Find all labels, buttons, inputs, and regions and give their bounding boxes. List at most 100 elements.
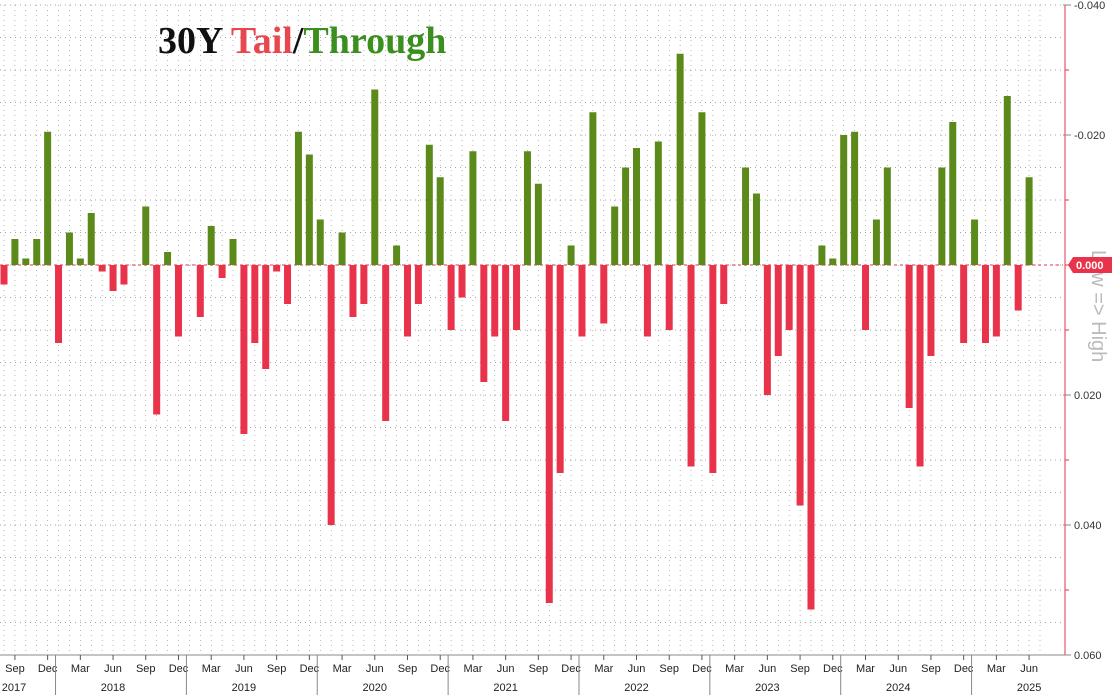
bar-2020-05: [360, 265, 368, 304]
bar-2018-01: [55, 265, 63, 343]
last-value-marker: 0.000: [1068, 257, 1112, 273]
x-year-label: 2023: [755, 682, 779, 694]
x-year-label: 2020: [363, 682, 387, 694]
x-month-label: Dec: [300, 663, 320, 675]
bar-2018-11: [164, 252, 172, 265]
bar-2019-09: [273, 265, 281, 272]
x-month-label: Sep: [136, 663, 156, 675]
x-month-label: Jun: [889, 663, 907, 675]
bar-2021-06: [502, 265, 510, 421]
x-month-label: Sep: [5, 663, 25, 675]
x-month-label: Dec: [692, 663, 712, 675]
x-month-label: Dec: [823, 663, 843, 675]
bar-2021-04: [480, 265, 488, 382]
x-month-label: Mar: [202, 663, 221, 675]
y-tick-label: -0.020: [1074, 130, 1105, 142]
title-part-3: Through: [303, 20, 446, 62]
bar-2023-09: [796, 265, 804, 506]
bar-2022-02: [589, 112, 597, 265]
bar-2019-08: [262, 265, 270, 369]
x-year-label: 2019: [232, 682, 256, 694]
bar-2025-01: [971, 219, 979, 265]
bar-2017-08: [0, 265, 8, 285]
y-tick-label: 0.060: [1074, 650, 1102, 662]
bar-2021-09: [534, 183, 542, 265]
bar-2024-02: [851, 131, 859, 265]
bar-2018-04: [87, 213, 95, 265]
bar-2018-03: [76, 258, 84, 265]
bar-2018-06: [109, 265, 117, 291]
bar-2025-03: [992, 265, 1000, 337]
bar-2020-06: [371, 89, 379, 265]
bar-2019-05: [229, 239, 237, 265]
bar-2023-10: [807, 265, 815, 610]
x-month-label: Sep: [267, 663, 287, 675]
bar-2023-07: [774, 265, 782, 356]
x-year-label: 2025: [1017, 682, 1041, 694]
x-month-label: Sep: [659, 663, 679, 675]
bar-2021-11: [556, 265, 564, 473]
bar-2021-08: [523, 151, 531, 265]
x-month-label: Sep: [921, 663, 941, 675]
bar-2022-10: [676, 53, 684, 265]
title-part-2: /: [292, 20, 304, 62]
x-month-label: Mar: [594, 663, 613, 675]
x-year-label: 2018: [101, 682, 125, 694]
bar-2023-04: [742, 167, 750, 265]
bar-2018-09: [142, 206, 150, 265]
x-month-label: Jun: [104, 663, 122, 675]
title-part-1: Tail: [231, 20, 293, 62]
x-month-label: Sep: [790, 663, 810, 675]
bar-2025-04: [1003, 96, 1011, 265]
bar-2021-03: [469, 151, 477, 265]
bar-2022-04: [611, 206, 619, 265]
x-year-label: 2022: [624, 682, 648, 694]
bar-2020-09: [403, 265, 411, 337]
bar-2023-05: [752, 193, 760, 265]
x-month-label: Mar: [725, 663, 744, 675]
x-month-label: Sep: [529, 663, 549, 675]
bar-2021-07: [513, 265, 521, 330]
x-month-label: Jun: [497, 663, 515, 675]
bar-2024-11: [949, 122, 957, 265]
bar-2020-12: [436, 177, 444, 265]
bar-2022-01: [578, 265, 586, 337]
bar-2022-07: [643, 265, 651, 337]
bar-2023-12: [829, 258, 837, 265]
x-month-label: Jun: [235, 663, 253, 675]
x-month-label: Mar: [987, 663, 1006, 675]
bar-2017-12: [44, 131, 52, 265]
x-axis: Sep Dec Mar Jun Sep Dec Mar Jun Sep Dec Mar Jun Sep D…: [0, 654, 1065, 695]
x-month-label: Dec: [954, 663, 974, 675]
bar-2018-10: [153, 265, 161, 415]
title-part-0: 30Y: [158, 20, 231, 62]
bar-2019-03: [207, 226, 215, 265]
bar-2022-09: [665, 265, 673, 330]
bar-2025-05: [1014, 265, 1022, 311]
x-month-label: Mar: [71, 663, 90, 675]
bar-2024-10: [938, 167, 946, 265]
bar-2021-12: [567, 245, 575, 265]
chart-title-text: 30Y Tail/Through: [158, 20, 446, 62]
bar-2020-01: [316, 219, 324, 265]
bar-2025-06: [1025, 177, 1033, 265]
y-axis: -0.040 -0.020 0.020 0.040 0.060: [1063, 0, 1105, 662]
bar-2022-11: [687, 265, 695, 467]
bar-2018-05: [98, 265, 106, 272]
bar-2022-03: [600, 265, 608, 324]
bar-2019-07: [251, 265, 259, 343]
bar-2022-05: [622, 167, 630, 265]
bar-2020-08: [393, 245, 401, 265]
bars: [0, 53, 1033, 610]
bar-2024-05: [883, 167, 891, 265]
x-year-label: 2017: [2, 682, 26, 694]
bar-2024-03: [862, 265, 870, 330]
y-axis-side-label: Low => High: [1087, 250, 1109, 362]
bar-2023-08: [785, 265, 793, 330]
bar-2020-07: [382, 265, 390, 421]
bar-2017-11: [33, 239, 41, 265]
x-month-label: Dec: [561, 663, 581, 675]
x-month-label: Jun: [1020, 663, 1038, 675]
bar-2022-06: [633, 148, 641, 265]
